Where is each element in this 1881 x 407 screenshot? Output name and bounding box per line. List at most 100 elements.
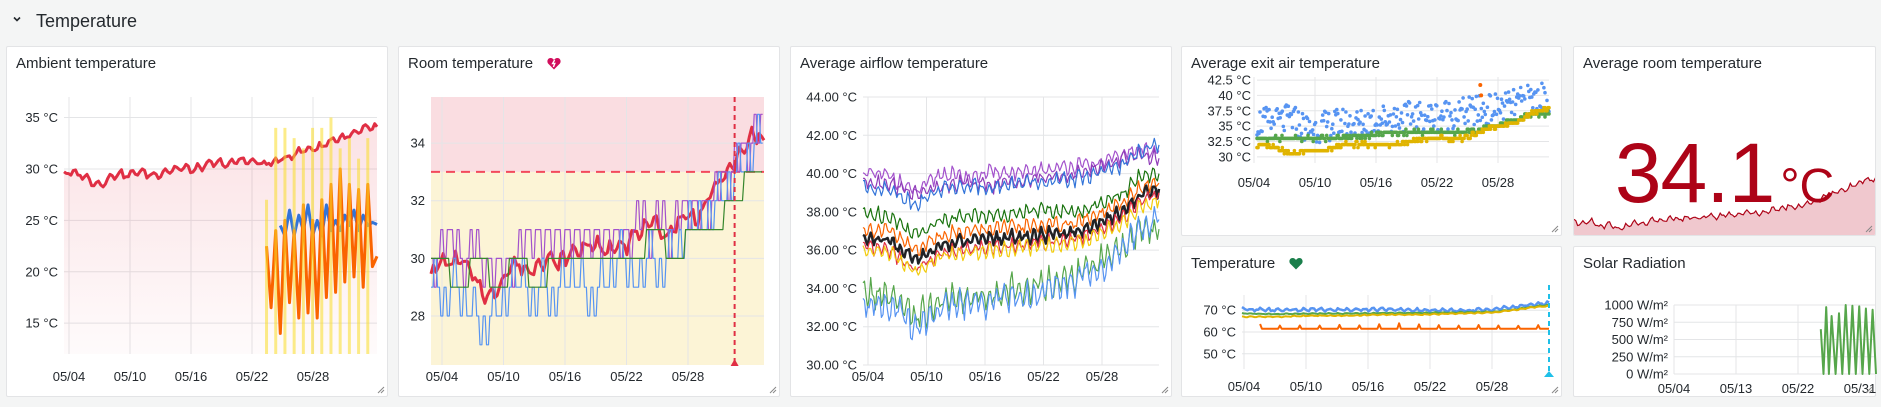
y-tick-label: 32.00 °C <box>806 319 857 334</box>
series-point-blue <box>1531 106 1535 110</box>
series-point-blue <box>1336 111 1340 116</box>
series-point-blue <box>1419 113 1424 118</box>
series-point-blue <box>1511 87 1516 92</box>
room-chart[interactable]: 28 30 32 34 05/04 05/10 05/16 05/22 05/28 <box>399 47 781 398</box>
heart-icon[interactable] <box>1289 257 1303 270</box>
series-point-yellow <box>1451 139 1455 144</box>
series-point-blue <box>1305 116 1310 121</box>
panel-title: Average room temperature <box>1583 55 1762 72</box>
series-point-green <box>1280 133 1284 138</box>
resize-handle-icon[interactable] <box>1160 385 1169 394</box>
series-point-blue <box>1289 112 1294 117</box>
series-point-blue <box>1489 118 1494 122</box>
series-point-blue <box>1296 110 1301 114</box>
series-point-green <box>1373 133 1378 138</box>
y-tick-label: 70 °C <box>1203 303 1236 318</box>
y-tick-label: 42.00 °C <box>806 128 857 143</box>
series-point-blue <box>1499 97 1504 101</box>
y-tick-label: 1000 W/m² <box>1604 298 1668 313</box>
series-point-blue <box>1492 109 1497 114</box>
heart-broken-icon[interactable] <box>547 57 561 70</box>
series-point-yellow <box>1465 133 1469 138</box>
panel-solar-radiation[interactable]: Solar Radiation 0 W/m² 250 W/m² 500 W/m² 75… <box>1573 246 1877 398</box>
chevron-down-icon[interactable] <box>12 13 26 27</box>
y-tick-label: 25 °C <box>25 213 58 228</box>
stat-value: 34.1 °C <box>1574 125 1875 222</box>
series-point-blue <box>1474 94 1479 99</box>
series-point-yellow <box>1460 139 1464 144</box>
series-point-blue <box>1435 104 1439 108</box>
series-point-blue <box>1493 92 1498 96</box>
panel-average-exit-air-temperature[interactable]: Average exit air temperature 30 °C 32.5 °… <box>1181 46 1562 236</box>
series-point-green <box>1390 133 1395 138</box>
resize-handle-icon[interactable] <box>376 385 385 394</box>
series-point-yellow <box>1424 139 1429 144</box>
x-tick-label: 05/22 <box>1414 379 1447 394</box>
series-point-blue <box>1473 107 1477 111</box>
series-point-yellow <box>1282 152 1287 156</box>
series-point-blue <box>1480 115 1485 120</box>
y-tick-label: 34 <box>411 136 425 151</box>
resize-handle-icon[interactable] <box>1864 385 1873 394</box>
row-header-temperature[interactable]: Temperature <box>0 0 1881 42</box>
panel-average-room-temperature[interactable]: Average room temperature 34.1 °C <box>1573 46 1876 236</box>
temperature-chart[interactable]: 50 °C 60 °C 70 °C 05/04 05/10 05/16 05/22 05/28 <box>1182 247 1563 398</box>
panel-temperature[interactable]: Temperature 50 °C 60 °C 70 °C 05/04 05/10 05/… <box>1181 246 1562 397</box>
x-tick-label: 05/16 <box>549 369 582 384</box>
series-point-green <box>1453 133 1457 138</box>
series-point-yellow <box>1286 148 1291 153</box>
series-point-green <box>1439 127 1444 131</box>
panel-average-airflow-temperature[interactable]: Average airflow temperature 30.00 °C 32.0… <box>790 46 1172 397</box>
series-point-yellow <box>1532 112 1536 116</box>
exit-air-chart[interactable]: 30 °C32.5 °C35 °C37.5 °C40 °C42.5 °C 05/0… <box>1182 47 1563 237</box>
series-point-yellow <box>1417 136 1422 141</box>
series-point-blue <box>1398 117 1403 122</box>
panel-ambient-temperature[interactable]: Ambient temperature 15 °C 20 °C 25 °C 30 °C… <box>6 46 388 397</box>
x-tick-label: 05/04 <box>852 369 885 384</box>
series-point-blue <box>1293 105 1298 110</box>
resize-handle-icon[interactable] <box>768 385 777 394</box>
series-point-blue <box>1472 122 1476 127</box>
x-tick-label: 05/10 <box>1299 175 1332 190</box>
airflow-chart[interactable]: 30.00 °C 32.00 °C 34.00 °C 36.00 °C 38.00 °C… <box>791 47 1173 398</box>
series-point-blue <box>1542 85 1546 90</box>
series-line-max <box>431 113 763 288</box>
series-point-blue <box>1510 100 1515 104</box>
y-tick-label: 20 °C <box>25 264 58 279</box>
series-point-blue <box>1439 114 1443 118</box>
series-point-yellow <box>1352 145 1356 150</box>
x-tick-label: 05/10 <box>487 369 520 384</box>
panel-title: Temperature <box>1191 255 1276 272</box>
y-tick-label: 35 °C <box>25 110 58 125</box>
ambient-chart[interactable]: 15 °C 20 °C 25 °C 30 °C 35 °C 05/04 05/10 05/16… <box>7 47 389 398</box>
series-point-green <box>1537 115 1541 119</box>
series-line-yellow <box>1241 304 1550 319</box>
y-tick-label: 750 W/m² <box>1612 315 1669 330</box>
annotation-marker <box>1544 371 1554 377</box>
series-point-blue <box>1479 106 1484 111</box>
series-line-blue-low <box>862 206 1160 341</box>
resize-handle-icon[interactable] <box>1864 224 1873 233</box>
series-point-blue <box>1518 85 1523 90</box>
resize-handle-icon[interactable] <box>1550 385 1559 394</box>
series-point-blue <box>1317 140 1322 145</box>
series-point-blue <box>1461 96 1465 100</box>
panel-room-temperature[interactable]: Room temperature 28 30 32 34 05/04 05/10 05/16… <box>398 46 780 397</box>
series-point-blue <box>1300 111 1305 116</box>
series-point-blue <box>1332 131 1336 135</box>
series-point-yellow <box>1360 139 1364 144</box>
series-point-blue <box>1422 113 1427 117</box>
series-point-blue <box>1272 122 1276 126</box>
series-point-blue <box>1407 101 1412 105</box>
series-point-green <box>1340 136 1345 141</box>
series-point-blue <box>1303 127 1308 131</box>
resize-handle-icon[interactable] <box>1550 224 1559 233</box>
x-tick-label: 05/10 <box>910 369 943 384</box>
series-point-blue <box>1355 110 1359 114</box>
solar-chart[interactable]: 0 W/m² 250 W/m² 500 W/m² 750 W/m² 1000 W/m² 0… <box>1574 247 1877 398</box>
series-point-blue <box>1290 125 1295 130</box>
series-point-green <box>1420 133 1425 138</box>
series-point-blue <box>1395 107 1400 112</box>
series-point-blue <box>1278 116 1282 120</box>
series-point-blue <box>1470 96 1474 101</box>
